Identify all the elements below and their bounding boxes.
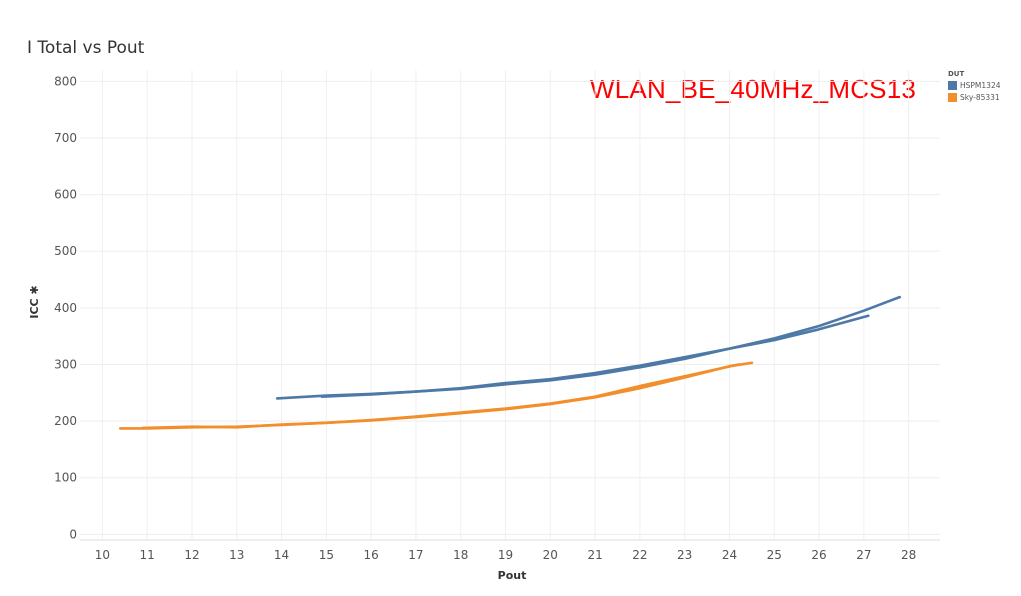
- series-line-sky-85331-3[interactable]: [141, 363, 740, 430]
- x-tick-label: 19: [498, 548, 513, 562]
- x-tick-label: 17: [408, 548, 423, 562]
- y-tick-label: 0: [69, 527, 77, 541]
- x-tick-label: 25: [767, 548, 782, 562]
- x-tick-label: 28: [901, 548, 916, 562]
- x-tick-label: 23: [677, 548, 692, 562]
- legend-title: DUT: [948, 70, 965, 78]
- y-axis-ticks: 0 100 200 300 400 500 600 700 800: [54, 74, 77, 541]
- legend: DUT HSPM1324 Sky-85331: [948, 70, 1000, 105]
- y-tick-label: 600: [54, 188, 77, 202]
- legend-item-sky85331[interactable]: Sky-85331: [948, 93, 1000, 102]
- chart-title: I Total vs Pout: [27, 38, 145, 58]
- x-axis-label: Pout: [498, 569, 527, 582]
- y-axis-label: ICC ✱: [28, 285, 41, 318]
- x-tick-label: 26: [811, 548, 826, 562]
- gridlines: [80, 70, 940, 541]
- y-tick-label: 700: [54, 131, 77, 145]
- x-tick-label: 15: [319, 548, 334, 562]
- legend-swatch: [948, 81, 957, 90]
- legend-item-hspm1324[interactable]: HSPM1324: [948, 81, 1000, 90]
- y-tick-label: 800: [54, 74, 77, 88]
- series-lines: [119, 295, 902, 430]
- y-tick-label: 400: [54, 301, 77, 315]
- series-line-hspm1324-0[interactable]: [275, 295, 902, 400]
- x-tick-label: 18: [453, 548, 468, 562]
- series-line-hspm1324-1[interactable]: [320, 314, 870, 399]
- x-tick-label: 16: [364, 548, 379, 562]
- y-tick-label: 500: [54, 244, 77, 258]
- x-tick-label: 14: [274, 548, 289, 562]
- x-tick-label: 12: [184, 548, 199, 562]
- x-tick-label: 24: [722, 548, 737, 562]
- x-tick-label: 11: [140, 548, 155, 562]
- x-tick-label: 21: [587, 548, 602, 562]
- y-tick-label: 200: [54, 414, 77, 428]
- series-line-sky-85331-2[interactable]: [119, 361, 754, 430]
- legend-label: HSPM1324: [960, 81, 1001, 90]
- x-tick-label: 13: [229, 548, 244, 562]
- x-tick-label: 22: [632, 548, 647, 562]
- y-tick-label: 100: [54, 471, 77, 485]
- x-tick-label: 27: [856, 548, 871, 562]
- x-tick-label: 20: [543, 548, 558, 562]
- chart-annotation: WLAN_BE_40MHz_MCS13: [590, 74, 917, 104]
- legend-swatch: [948, 93, 957, 102]
- x-tick-label: 10: [95, 548, 110, 562]
- y-tick-label: 300: [54, 357, 77, 371]
- legend-label: Sky-85331: [960, 93, 1000, 102]
- x-axis-ticks: 10 11 12 13 14 15 16 17 18 19 20 21 22 23 24 25 26 27 28: [95, 548, 917, 562]
